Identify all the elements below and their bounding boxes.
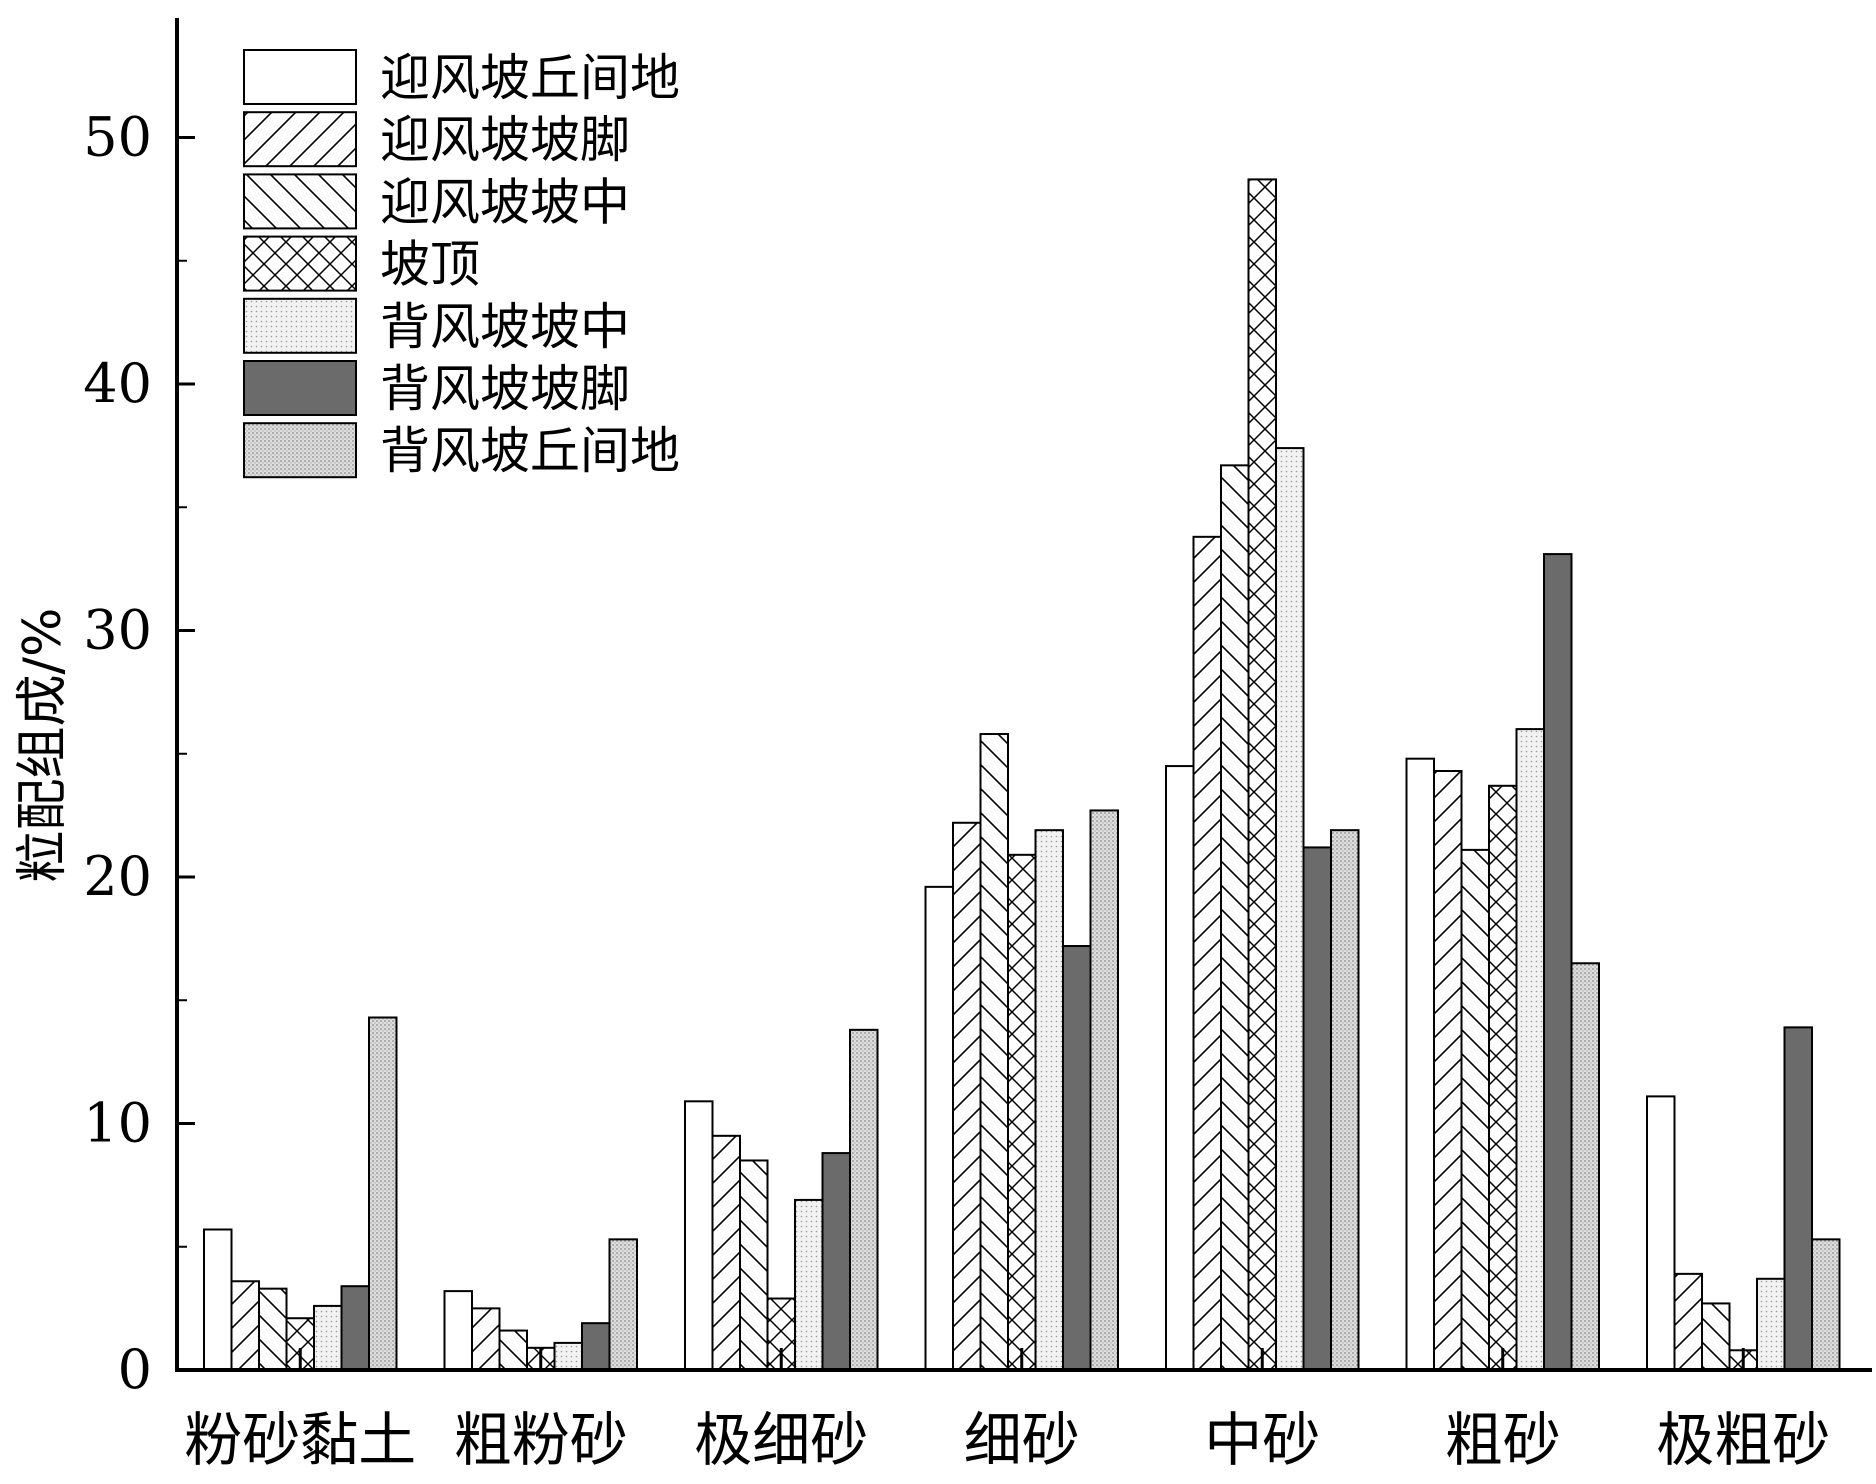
x-tick-label-7: 极粗砂 xyxy=(1656,1406,1830,1474)
bar-4-5 xyxy=(1034,829,1064,1371)
y-axis-label: 粒配组成/% xyxy=(13,608,73,883)
legend-swatch-4 xyxy=(243,235,357,292)
legend-label-2: 迎风坡坡脚 xyxy=(380,111,630,169)
legend-label-5: 背风坡坡中 xyxy=(380,298,630,356)
bar-1-2 xyxy=(230,1280,260,1372)
bar-5-6 xyxy=(1302,846,1332,1371)
bar-7-3 xyxy=(1701,1302,1731,1371)
legend-swatch-6 xyxy=(243,360,357,416)
x-tick-label-5: 中砂 xyxy=(1204,1406,1320,1474)
x-tick-label-1: 粉砂黏土 xyxy=(184,1406,416,1474)
y-axis: 0 10 20 30 40 50 xyxy=(83,18,195,1401)
bar-4-3 xyxy=(979,733,1009,1371)
bar-7-5 xyxy=(1756,1277,1786,1372)
bar-7-2 xyxy=(1673,1272,1703,1371)
legend-label-4: 坡顶 xyxy=(380,236,480,294)
bar-2-2 xyxy=(471,1307,501,1371)
bar-1-6 xyxy=(340,1285,370,1371)
bar-3-6 xyxy=(821,1152,851,1371)
bar-3-3 xyxy=(739,1159,769,1371)
bar-5-2 xyxy=(1192,535,1222,1371)
y-tick-label-1: 10 xyxy=(83,1092,152,1155)
bar-7-1 xyxy=(1646,1095,1676,1371)
bar-4-7 xyxy=(1089,809,1119,1371)
legend-swatch-7 xyxy=(243,422,357,479)
bar-2-5 xyxy=(553,1341,583,1372)
y-tick-label-3: 30 xyxy=(83,599,152,662)
bar-2-7 xyxy=(608,1238,638,1371)
bar-6-5 xyxy=(1515,728,1545,1371)
bar-5-1 xyxy=(1165,765,1195,1371)
bar-4-4 xyxy=(1007,853,1037,1371)
bar-3-7 xyxy=(849,1028,879,1371)
legend-swatch-5 xyxy=(243,297,357,354)
bar-6-6 xyxy=(1543,553,1573,1371)
plot-area xyxy=(203,178,1841,1372)
bar-1-7 xyxy=(368,1016,398,1371)
bar-4-2 xyxy=(952,821,982,1371)
bar-5-5 xyxy=(1275,447,1305,1371)
bar-6-2 xyxy=(1433,770,1463,1371)
y-tick-label-0: 0 xyxy=(118,1338,152,1401)
x-axis: 粉砂黏土 粗粉砂 极细砂 细砂 中砂 粗砂 极粗砂 xyxy=(175,1348,1872,1474)
bar-1-1 xyxy=(203,1228,233,1371)
bar-3-2 xyxy=(711,1134,741,1371)
legend-swatch-3 xyxy=(243,173,357,230)
legend-label-7: 背风坡丘间地 xyxy=(380,422,680,480)
bar-6-1 xyxy=(1405,757,1435,1371)
bar-5-4 xyxy=(1247,178,1277,1371)
legend-label-3: 迎风坡坡中 xyxy=(380,173,630,231)
bar-2-3 xyxy=(498,1329,528,1372)
x-tick-label-2: 粗粉砂 xyxy=(454,1406,628,1474)
x-tick-label-6: 粗砂 xyxy=(1445,1406,1561,1474)
legend-label-1: 迎风坡丘间地 xyxy=(380,49,680,107)
bar-5-3 xyxy=(1220,464,1250,1372)
legend-label-6: 背风坡坡脚 xyxy=(380,360,630,418)
x-tick-label-3: 极细砂 xyxy=(694,1406,868,1474)
x-tick-label-4: 细砂 xyxy=(964,1406,1080,1474)
bar-7-6 xyxy=(1783,1026,1813,1371)
bar-6-3 xyxy=(1460,848,1490,1371)
y-tick-label-2: 20 xyxy=(83,845,152,908)
bar-5-7 xyxy=(1330,829,1360,1371)
legend-swatch-2 xyxy=(243,111,357,168)
bar-2-6 xyxy=(581,1322,611,1372)
bar-3-5 xyxy=(794,1198,824,1372)
legend-swatch-1 xyxy=(243,49,357,105)
bar-4-6 xyxy=(1062,945,1092,1372)
bar-6-4 xyxy=(1488,784,1518,1371)
bar-7-7 xyxy=(1811,1238,1841,1371)
bar-1-5 xyxy=(313,1304,343,1372)
bar-4-1 xyxy=(924,885,954,1371)
bar-3-1 xyxy=(684,1100,714,1371)
y-tick-label-4: 40 xyxy=(83,352,152,415)
bar-1-3 xyxy=(258,1287,288,1372)
bar-2-1 xyxy=(443,1290,473,1371)
y-tick-label-5: 50 xyxy=(83,106,152,169)
bar-6-7 xyxy=(1570,962,1600,1372)
